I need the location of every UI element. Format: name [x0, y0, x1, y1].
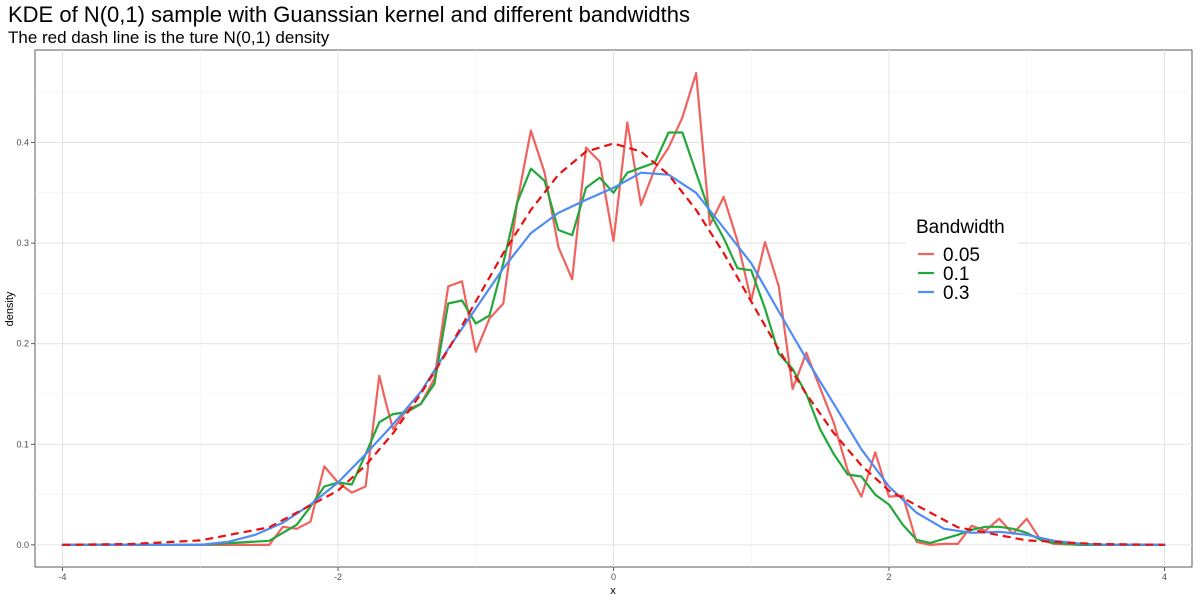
y-tick-label: 0.0 [16, 540, 29, 550]
legend: Bandwidth 0.050.10.3 [906, 210, 1018, 308]
legend-label-0.3: 0.3 [943, 283, 969, 304]
legend-entries: 0.050.10.3 [918, 245, 980, 304]
x-tick-label: 0 [611, 572, 616, 582]
chart-title: KDE of N(0,1) sample with Guanssian kern… [8, 2, 690, 27]
x-axis-title: x [610, 585, 616, 597]
x-tick-label: -2 [334, 572, 342, 582]
legend-label-0.05: 0.05 [943, 245, 980, 266]
series-layer [61, 72, 1166, 546]
y-tick-label: 0.2 [16, 339, 29, 349]
y-tick-label: 0.4 [16, 138, 29, 148]
legend-label-0.1: 0.1 [943, 264, 969, 285]
series-line-0.05 [61, 72, 1166, 546]
x-tick-label: 4 [1162, 572, 1167, 582]
y-tick-label: 0.3 [16, 238, 29, 248]
x-tick-label: 2 [886, 572, 891, 582]
x-axis-ticks: -4 -2 0 2 4 [59, 567, 1167, 582]
chart-subtitle: The red dash line is the ture N(0,1) den… [8, 28, 330, 47]
y-axis-title: density [4, 291, 16, 326]
y-tick-label: 0.1 [16, 439, 29, 449]
y-axis-ticks: 0.0 0.1 0.2 0.3 0.4 [16, 138, 35, 550]
series-line-0.3 [61, 171, 1166, 546]
legend-title: Bandwidth [916, 217, 1005, 238]
series-line-0.1 [61, 131, 1166, 546]
x-tick-label: -4 [59, 572, 67, 582]
series-true-density-line [62, 142, 1165, 546]
